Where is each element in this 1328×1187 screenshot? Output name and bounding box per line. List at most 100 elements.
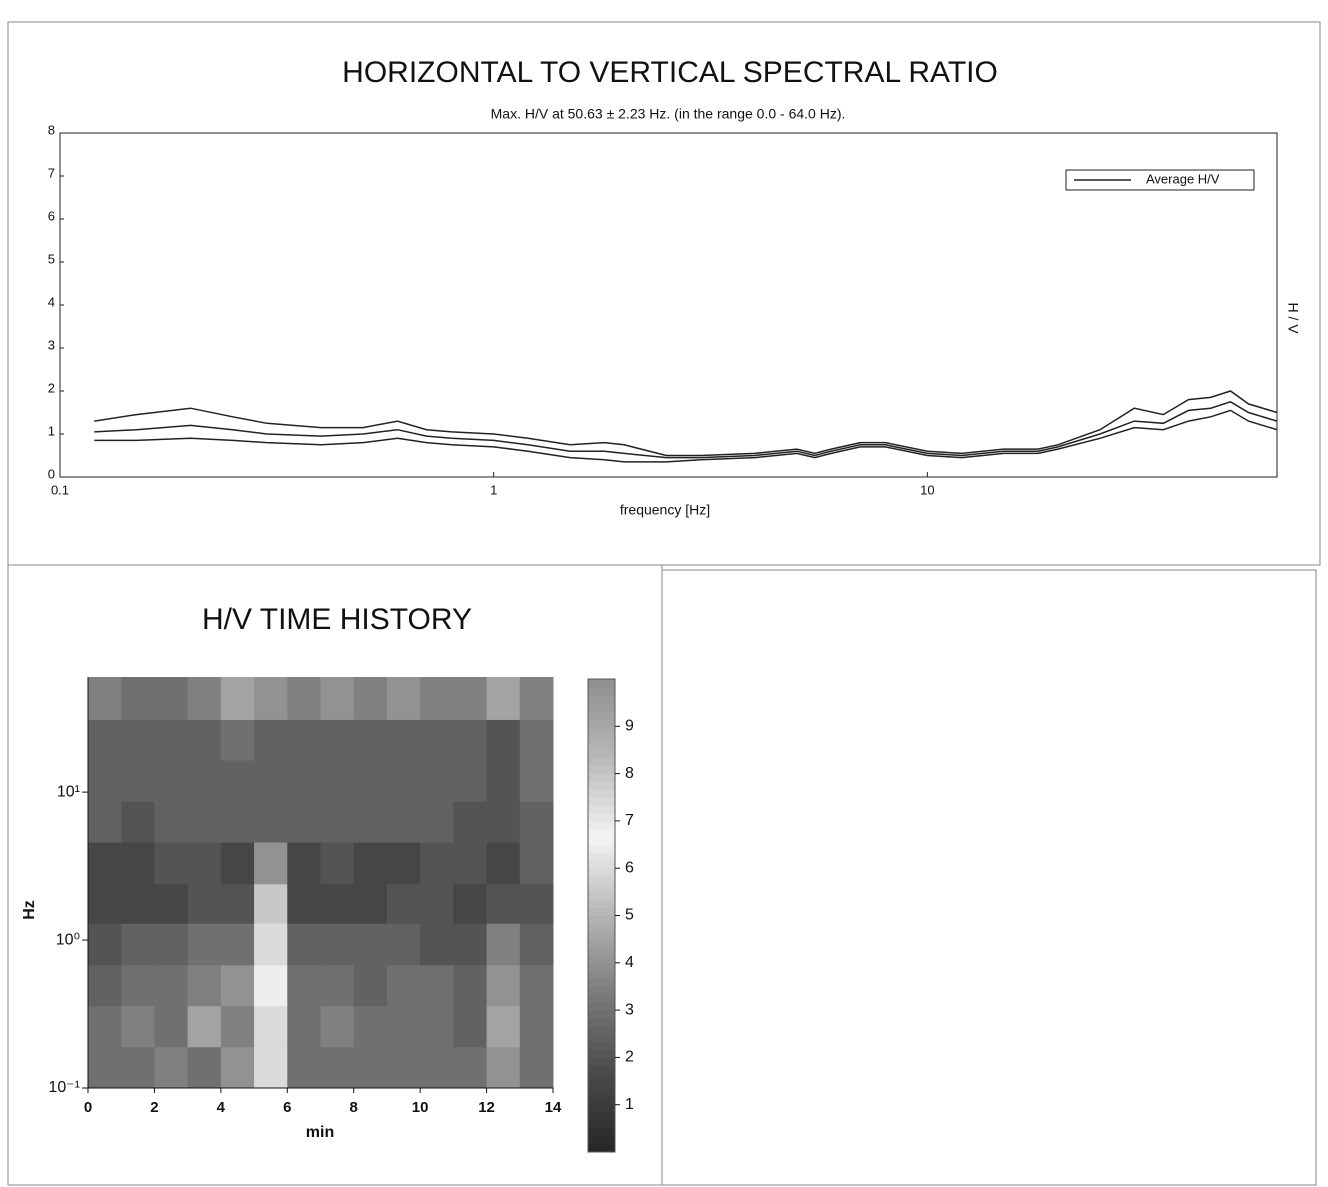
heat-cell [254, 883, 288, 924]
colorbar-segment [588, 1049, 615, 1058]
colorbar-segment [588, 1002, 615, 1011]
heat-cell [420, 801, 454, 843]
colorbar-segment [588, 978, 615, 987]
x-tick-label: 0 [84, 1099, 92, 1116]
heat-cell [353, 1046, 388, 1089]
colorbar-segment [588, 702, 615, 712]
heat-cell [220, 759, 255, 802]
heat-cell [220, 719, 255, 761]
heat-cell [420, 923, 454, 966]
y-tick-label: 7 [48, 165, 55, 180]
chart-subtitle: Max. H/V at 50.63 ± 2.23 Hz. (in the ran… [491, 106, 846, 122]
colorbar-segment [588, 970, 615, 980]
heat-cell [187, 923, 222, 966]
heat-cell [386, 759, 421, 802]
heat-cell [420, 759, 454, 802]
heat-cell [486, 759, 521, 802]
heat-cell [320, 964, 355, 1007]
heat-cell [154, 883, 189, 924]
heat-cell [154, 677, 189, 720]
y-tick-label: 10⁰ [56, 931, 80, 948]
heat-cell [453, 883, 488, 924]
heat-cell [254, 677, 288, 720]
heat-cell [220, 923, 255, 966]
heat-cell [287, 923, 321, 966]
heat-cell [386, 1005, 421, 1048]
colorbar-segment [588, 1104, 615, 1114]
x-tick-label: 14 [545, 1099, 562, 1116]
bottom-right-panel [661, 569, 1317, 1186]
x-tick-label: 10 [412, 1099, 429, 1116]
colorbar-segment [588, 986, 615, 995]
heat-cell [386, 964, 421, 1007]
heat-cell [386, 923, 421, 966]
colorbar-tick-label: 6 [625, 859, 634, 876]
heat-cell [353, 883, 388, 924]
heat-cell [154, 964, 189, 1007]
heat-cell [519, 923, 554, 966]
heat-cell [187, 842, 222, 885]
heat-cell [353, 964, 388, 1007]
heat-cell [254, 1046, 288, 1089]
x-tick-label: 4 [217, 1099, 226, 1116]
x-tick-label: 1 [490, 482, 497, 497]
heat-cell [187, 719, 222, 761]
heat-cell [320, 923, 355, 966]
colorbar-segment [588, 679, 615, 688]
heat-cell [353, 842, 388, 885]
heat-cell [353, 759, 388, 802]
heat-cell [121, 923, 155, 966]
heat-cell [220, 1046, 255, 1089]
heat-cell [287, 842, 321, 885]
heat-cell [220, 842, 255, 885]
heat-cell [519, 964, 554, 1007]
colorbar-segment [588, 742, 615, 751]
colorbar-segment [588, 1025, 615, 1035]
heat-cell [453, 719, 488, 761]
colorbar-segment [588, 860, 615, 869]
y-axis-label: Hz [21, 900, 38, 920]
heat-cell [353, 801, 388, 843]
y-tick-label: 2 [48, 380, 55, 395]
heat-cell [486, 842, 521, 885]
colorbar-segment [588, 789, 615, 798]
legend-label: Average H/V [1146, 171, 1220, 186]
heat-cell [88, 759, 122, 802]
heat-cell [287, 1005, 321, 1048]
heat-cell [519, 719, 554, 761]
heat-cell [154, 1046, 189, 1089]
heat-cell [386, 883, 421, 924]
heat-cell [88, 677, 122, 720]
heat-cell [121, 677, 155, 720]
heat-cell [519, 759, 554, 802]
colorbar-segment [588, 868, 615, 877]
heat-cell [453, 677, 488, 720]
heat-cell [254, 801, 288, 843]
heat-cell [486, 801, 521, 843]
y-tick-label: 8 [48, 122, 55, 137]
heat-cell [88, 964, 122, 1007]
heat-cell [453, 1005, 488, 1048]
heat-cell [453, 759, 488, 802]
heat-cell [386, 1046, 421, 1089]
heat-cell [519, 842, 554, 885]
heat-cell [121, 719, 155, 761]
heat-cell [121, 759, 155, 802]
colorbar-segment [588, 1128, 615, 1137]
heat-cell [254, 1005, 288, 1048]
heat-cell [453, 801, 488, 843]
x-tick-label: 10 [920, 482, 934, 497]
heat-cell [320, 1005, 355, 1048]
colorbar-segment [588, 781, 615, 790]
heat-cell [287, 801, 321, 843]
colorbar-segment [588, 686, 615, 696]
colorbar-segment [588, 828, 615, 838]
x-tick-label: 6 [283, 1099, 291, 1116]
y-tick-label: 1 [48, 423, 55, 438]
heat-cell [220, 801, 255, 843]
colorbar-segment [588, 1088, 615, 1098]
heat-cell [420, 719, 454, 761]
heat-cell [486, 719, 521, 761]
heat-cell [320, 677, 355, 720]
heat-cell [254, 842, 288, 885]
